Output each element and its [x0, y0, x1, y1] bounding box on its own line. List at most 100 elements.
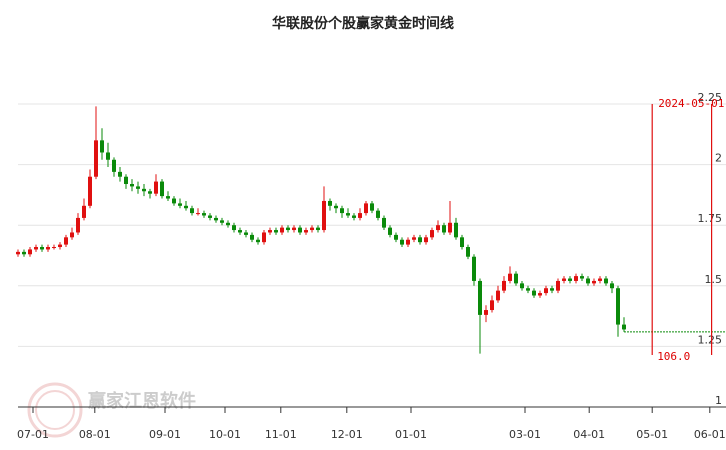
candle-body: [64, 237, 68, 245]
candle-body: [94, 140, 98, 177]
y-tick-label: 1.25: [698, 333, 723, 346]
marker-value: 106.0: [657, 350, 690, 363]
candle-body: [100, 140, 104, 153]
candle-body: [262, 232, 266, 243]
candle-body: [592, 280, 596, 284]
candle-body: [580, 276, 584, 279]
candle-body: [430, 230, 434, 238]
x-tick-label: 05-01: [636, 428, 668, 441]
marker-label: 2024-05-01: [658, 97, 724, 110]
candle-body: [364, 203, 368, 214]
x-tick-label: 11-01: [265, 428, 297, 441]
candle-body: [334, 205, 338, 209]
candle-body: [508, 273, 512, 281]
candle-body: [292, 227, 296, 231]
candle-body: [394, 234, 398, 240]
candle-body: [304, 230, 308, 233]
candle-body: [244, 232, 248, 235]
watermark-logo: [27, 382, 83, 438]
candle-body: [16, 251, 20, 255]
candle-body: [310, 227, 314, 231]
candle-body: [424, 237, 428, 243]
candle-body: [472, 256, 476, 281]
candle-body: [514, 273, 518, 284]
candle-body: [88, 176, 92, 206]
candle-body: [274, 230, 278, 233]
candle-body: [196, 213, 200, 215]
x-tick-label: 12-01: [331, 428, 363, 441]
y-tick-label: 1: [715, 394, 722, 407]
candle-body: [412, 237, 416, 240]
x-tick-label: 06-01: [694, 428, 726, 441]
candle-body: [610, 283, 614, 289]
candle-body: [238, 230, 242, 233]
candle-body: [406, 239, 410, 245]
candle-body: [328, 200, 332, 206]
candle-body: [442, 225, 446, 233]
candle-body: [52, 247, 56, 249]
candle-body: [268, 230, 272, 233]
candle-body: [466, 247, 470, 257]
y-tick-label: 2.25: [698, 91, 723, 104]
candle-body: [28, 249, 32, 255]
candle-body: [190, 208, 194, 214]
candle-body: [574, 276, 578, 281]
candle-body: [40, 247, 44, 250]
candle-body: [544, 288, 548, 294]
candle-body: [496, 290, 500, 301]
candle-body: [598, 278, 602, 281]
candle-body: [256, 239, 260, 243]
candle-body: [340, 208, 344, 214]
candle-body: [418, 237, 422, 243]
candle-body: [232, 225, 236, 231]
candle-body: [208, 215, 212, 218]
x-tick-label: 01-01: [395, 428, 427, 441]
candle-body: [502, 280, 506, 291]
candle-body: [58, 244, 62, 248]
candle-body: [526, 288, 530, 291]
candle-body: [46, 247, 50, 250]
candle-body: [400, 239, 404, 245]
candle-body: [388, 227, 392, 235]
candle-body: [478, 280, 482, 315]
candle-body: [202, 213, 206, 216]
candle-body: [556, 280, 560, 291]
candle-body: [70, 232, 74, 238]
candle-body: [484, 310, 488, 315]
y-tick-label: 1.5: [705, 273, 723, 286]
candle-body: [298, 227, 302, 233]
candle-body: [604, 278, 608, 284]
candle-body: [370, 203, 374, 211]
candle-body: [622, 324, 626, 330]
candle-body: [148, 191, 152, 194]
x-tick-label: 08-01: [79, 428, 111, 441]
candle-body: [538, 293, 542, 296]
candle-body: [154, 181, 158, 194]
candle-body: [76, 217, 80, 233]
candle-body: [490, 300, 494, 311]
candle-body: [142, 188, 146, 192]
candle-body: [160, 181, 164, 197]
x-tick-label: 07-01: [17, 428, 49, 441]
candle-body: [586, 278, 590, 284]
candle-body: [532, 290, 536, 296]
y-tick-label: 2: [715, 152, 722, 165]
candle-body: [166, 196, 170, 199]
x-tick-label: 04-01: [573, 428, 605, 441]
candle-body: [82, 205, 86, 218]
watermark: 赢家江恩软件: [88, 390, 196, 412]
candle-body: [550, 288, 554, 291]
candle-body: [568, 278, 572, 281]
x-tick-label: 09-01: [149, 428, 181, 441]
candle-body: [220, 220, 224, 223]
candle-body: [112, 159, 116, 172]
candle-body: [118, 171, 122, 177]
candle-body: [178, 203, 182, 206]
candle-body: [226, 222, 230, 226]
candle-body: [280, 227, 284, 233]
y-tick-label: 1.75: [698, 212, 723, 225]
candle-body: [322, 200, 326, 231]
chart-title: 华联股份个股赢家黄金时间线: [272, 15, 454, 32]
candle-body: [172, 198, 176, 204]
